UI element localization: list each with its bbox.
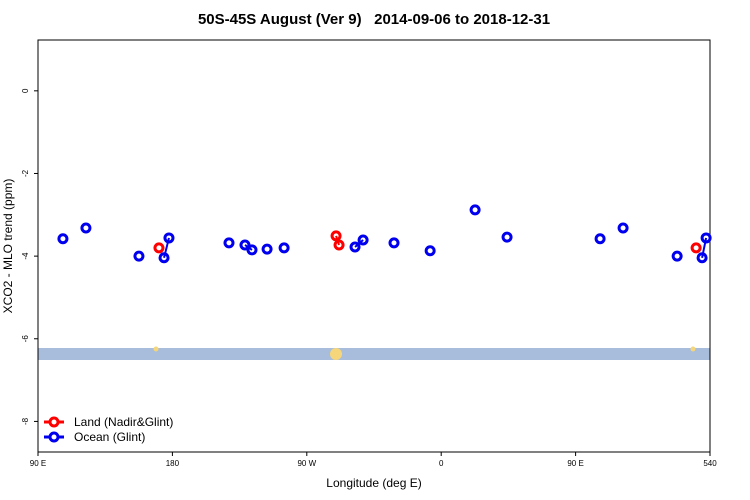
land-dot (330, 348, 342, 360)
point (594, 233, 606, 245)
point (261, 243, 273, 255)
point (388, 237, 400, 249)
point (246, 244, 258, 256)
x-tick-label: 540 (703, 459, 717, 468)
point (349, 241, 361, 253)
point (357, 234, 369, 246)
point (690, 242, 702, 254)
ocean-band (38, 348, 710, 360)
y-tick-label: -2 (21, 169, 30, 177)
x-tick-label: 90 E (567, 459, 583, 468)
point (153, 242, 165, 254)
point (333, 239, 345, 251)
chart-title: 50S-45S August (Ver 9) 2014-09-06 to 201… (198, 11, 550, 28)
point (617, 222, 629, 234)
point (278, 242, 290, 254)
point (424, 245, 436, 257)
legend-marker (48, 416, 60, 428)
legend-label: Ocean (Glint) (74, 430, 145, 444)
point (223, 237, 235, 249)
x-axis-label: Longitude (deg E) (326, 476, 421, 490)
land-dot (690, 346, 696, 352)
legend-marker (48, 431, 60, 443)
legend-label: Land (Nadir&Glint) (74, 415, 173, 429)
point (239, 239, 251, 251)
y-tick-label: -8 (21, 417, 30, 425)
plot-frame (37, 39, 711, 453)
y-axis-label: XCO2 - MLO trend (ppm) (1, 179, 15, 314)
point (671, 250, 683, 262)
x-tick-label: 0 (439, 459, 444, 468)
y-tick-label: -4 (21, 252, 30, 260)
point (501, 231, 513, 243)
y-tick-label: 0 (21, 88, 30, 93)
x-tick-label: 90 E (30, 459, 46, 468)
point (80, 222, 92, 234)
point (163, 232, 175, 244)
point (158, 252, 170, 264)
point (696, 252, 708, 264)
land-dot (153, 346, 159, 352)
point (469, 204, 481, 216)
point (57, 233, 69, 245)
x-tick-label: 90 W (297, 459, 316, 468)
point (330, 230, 342, 242)
x-tick-label: 180 (166, 459, 180, 468)
point (133, 250, 145, 262)
y-tick-label: -6 (21, 335, 30, 343)
point (700, 232, 712, 244)
